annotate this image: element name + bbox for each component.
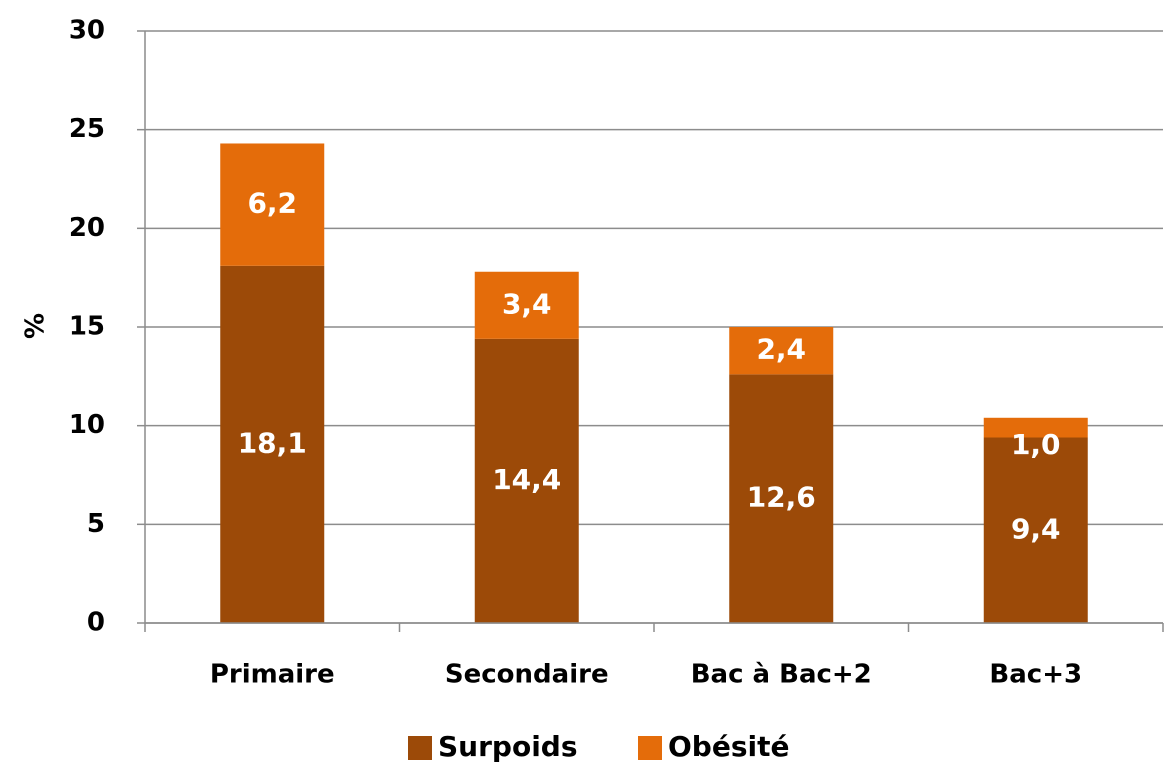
bar-segment [983,437,1088,623]
y-tick-label: 20 [69,213,105,243]
data-label: 6,2 [247,187,297,220]
data-label: 2,4 [756,333,806,366]
x-tick-label: Secondaire [445,660,609,690]
bar-segment [220,265,325,623]
y-tick-label: 30 [69,16,105,46]
y-tick-label: 15 [69,312,105,342]
bar-segment [474,271,579,339]
legend-swatch [638,736,662,760]
data-label: 12,6 [747,481,816,514]
y-axis-label: % [21,313,51,339]
x-tick-label: Bac à Bac+2 [691,660,872,690]
y-tick-label: 25 [69,114,105,144]
legend-swatch [408,736,432,760]
x-tick-label: Primaire [210,660,335,690]
data-label: 18,1 [238,426,307,459]
bar-segment [220,143,325,266]
data-label: 14,4 [492,463,561,496]
bar-segment [474,338,579,623]
bar-segment [983,417,1088,438]
legend-label: Obésité [668,730,789,763]
legend-label: Surpoids [438,730,578,763]
data-label: 3,4 [502,287,552,320]
y-tick-label: 5 [87,509,105,539]
y-tick-label: 10 [69,410,105,440]
data-label: 9,4 [1011,512,1061,545]
x-tick-label: Bac+3 [989,660,1082,690]
bar-segment [729,374,834,623]
data-label: 1,0 [1011,428,1061,461]
bar-segment [729,327,834,375]
y-tick-label: 0 [87,608,105,638]
